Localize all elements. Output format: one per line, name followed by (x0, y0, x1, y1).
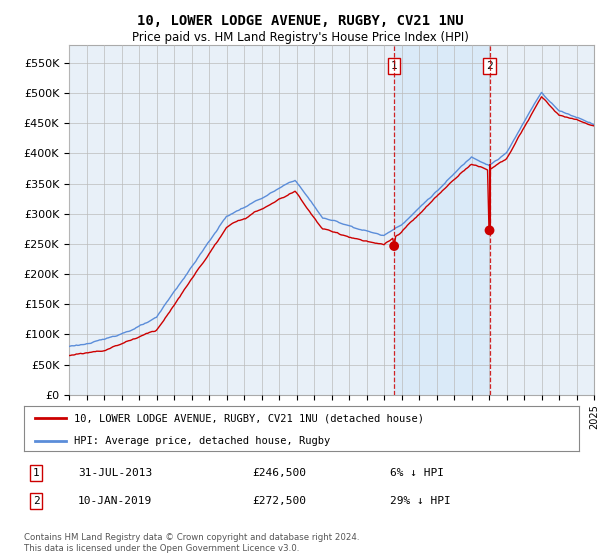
Text: Price paid vs. HM Land Registry's House Price Index (HPI): Price paid vs. HM Land Registry's House … (131, 31, 469, 44)
Text: 10-JAN-2019: 10-JAN-2019 (78, 496, 152, 506)
Point (389, 241, 399, 250)
Text: 6% ↓ HPI: 6% ↓ HPI (390, 468, 444, 478)
Text: £272,500: £272,500 (252, 496, 306, 506)
Text: 1: 1 (32, 468, 40, 478)
Text: £246,500: £246,500 (252, 468, 306, 478)
Text: 10, LOWER LODGE AVENUE, RUGBY, CV21 1NU (detached house): 10, LOWER LODGE AVENUE, RUGBY, CV21 1NU … (74, 413, 424, 423)
Text: 2: 2 (32, 496, 40, 506)
Text: 10, LOWER LODGE AVENUE, RUGBY, CV21 1NU: 10, LOWER LODGE AVENUE, RUGBY, CV21 1NU (137, 14, 463, 28)
Text: 1: 1 (391, 61, 398, 71)
Bar (394, 45, 490, 395)
Text: 2: 2 (486, 61, 493, 71)
Text: 31-JUL-2013: 31-JUL-2013 (78, 468, 152, 478)
Text: 29% ↓ HPI: 29% ↓ HPI (390, 496, 451, 506)
Text: HPI: Average price, detached house, Rugby: HPI: Average price, detached house, Rugb… (74, 436, 330, 446)
Text: Contains HM Land Registry data © Crown copyright and database right 2024.
This d: Contains HM Land Registry data © Crown c… (24, 533, 359, 553)
Point (485, 226, 494, 235)
